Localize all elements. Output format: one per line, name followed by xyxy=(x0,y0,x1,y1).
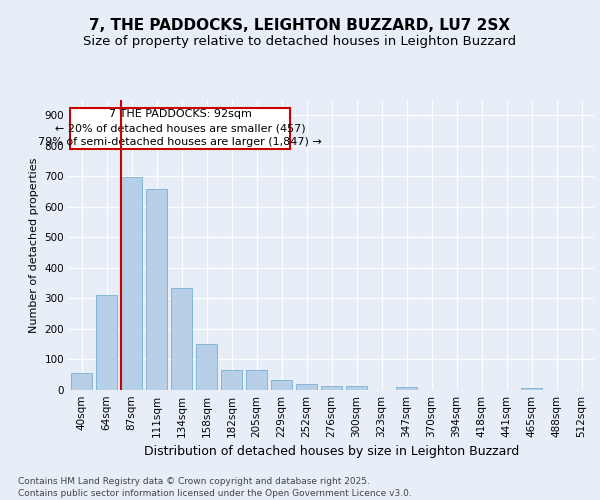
Bar xyxy=(221,370,242,390)
X-axis label: Distribution of detached houses by size in Leighton Buzzard: Distribution of detached houses by size … xyxy=(144,446,519,458)
Bar xyxy=(396,388,417,390)
Bar xyxy=(271,380,292,390)
Bar xyxy=(521,388,542,390)
Text: Contains HM Land Registry data © Crown copyright and database right 2025.
Contai: Contains HM Land Registry data © Crown c… xyxy=(18,476,412,498)
Bar xyxy=(296,384,317,390)
Bar xyxy=(96,295,117,390)
Y-axis label: Number of detached properties: Number of detached properties xyxy=(29,158,39,332)
Text: Size of property relative to detached houses in Leighton Buzzard: Size of property relative to detached ho… xyxy=(83,35,517,48)
Bar xyxy=(71,372,92,390)
Bar xyxy=(146,189,167,390)
Bar xyxy=(346,386,367,390)
Text: 7, THE PADDOCKS, LEIGHTON BUZZARD, LU7 2SX: 7, THE PADDOCKS, LEIGHTON BUZZARD, LU7 2… xyxy=(89,18,511,32)
Bar xyxy=(70,108,290,149)
Bar xyxy=(171,288,192,390)
Bar xyxy=(246,370,267,390)
Bar xyxy=(321,386,342,390)
Text: 7 THE PADDOCKS: 92sqm
← 20% of detached houses are smaller (457)
79% of semi-det: 7 THE PADDOCKS: 92sqm ← 20% of detached … xyxy=(38,109,322,147)
Bar xyxy=(196,344,217,390)
Bar xyxy=(121,177,142,390)
